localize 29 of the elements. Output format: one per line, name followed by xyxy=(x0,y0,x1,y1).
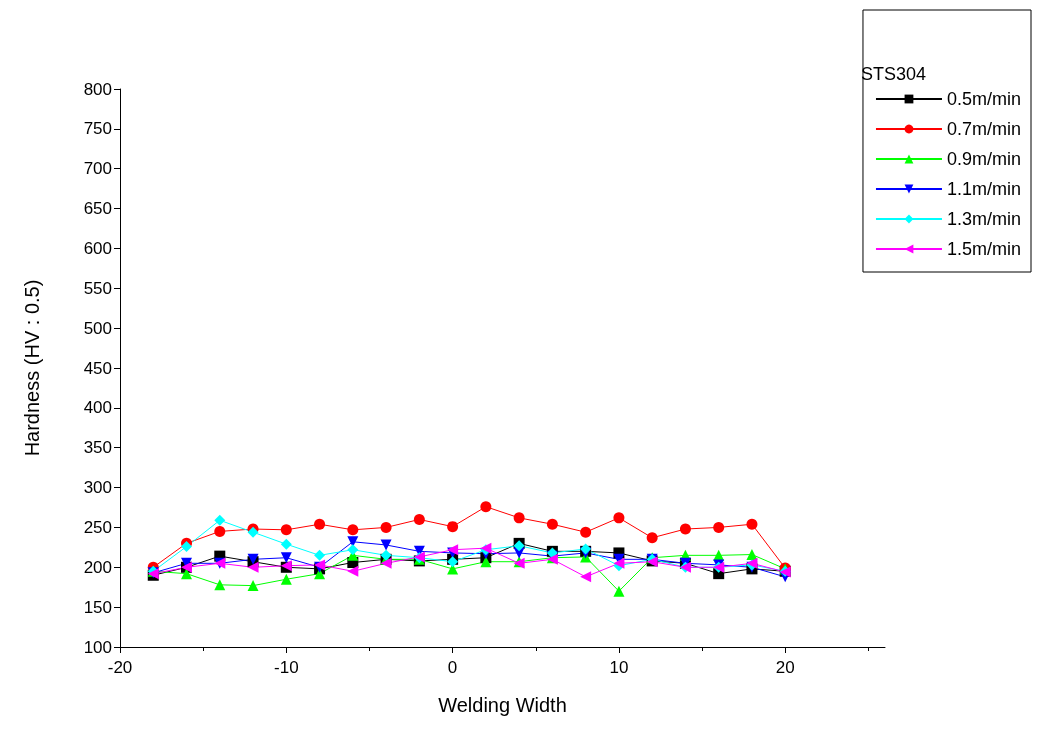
y-tick-label: 750 xyxy=(83,119,112,139)
x-tick-label: 10 xyxy=(609,658,629,677)
x-tick-label: 0 xyxy=(447,658,458,677)
y-tick-label: 300 xyxy=(83,478,112,498)
legend-title: STS304 xyxy=(861,64,927,84)
x-tick-label: 20 xyxy=(775,658,795,677)
x-tick-label: -10 xyxy=(274,658,299,677)
x-tick-label: -20 xyxy=(107,658,133,677)
y-tick-label: 250 xyxy=(83,517,112,537)
y-tick-label: 150 xyxy=(83,597,112,617)
legend-label: 1.3m/min xyxy=(946,209,1022,229)
x-axis-title: Welding Width xyxy=(438,694,567,716)
y-tick-label: 550 xyxy=(83,278,112,298)
y-tick-label: 650 xyxy=(83,199,112,219)
y-tick-label: 450 xyxy=(83,358,112,378)
legend-label: 1.5m/min xyxy=(946,239,1022,259)
legend-label: 0.5m/min xyxy=(946,89,1022,109)
legend-label: 0.7m/min xyxy=(946,119,1022,139)
y-tick-label: 800 xyxy=(83,79,112,99)
legend-label: 0.9m/min xyxy=(946,149,1022,169)
y-tick-label: 600 xyxy=(83,238,112,258)
y-tick-label: 200 xyxy=(83,557,112,577)
legend-label: 1.1m/min xyxy=(946,179,1022,199)
y-tick-label: 350 xyxy=(83,438,112,458)
y-axis-title: Hardness (HV : 0.5) xyxy=(21,279,43,457)
y-tick-label: 100 xyxy=(83,637,112,657)
y-tick-label: 400 xyxy=(83,398,112,418)
y-tick-label: 700 xyxy=(83,159,112,179)
y-tick-label: 500 xyxy=(83,318,112,338)
